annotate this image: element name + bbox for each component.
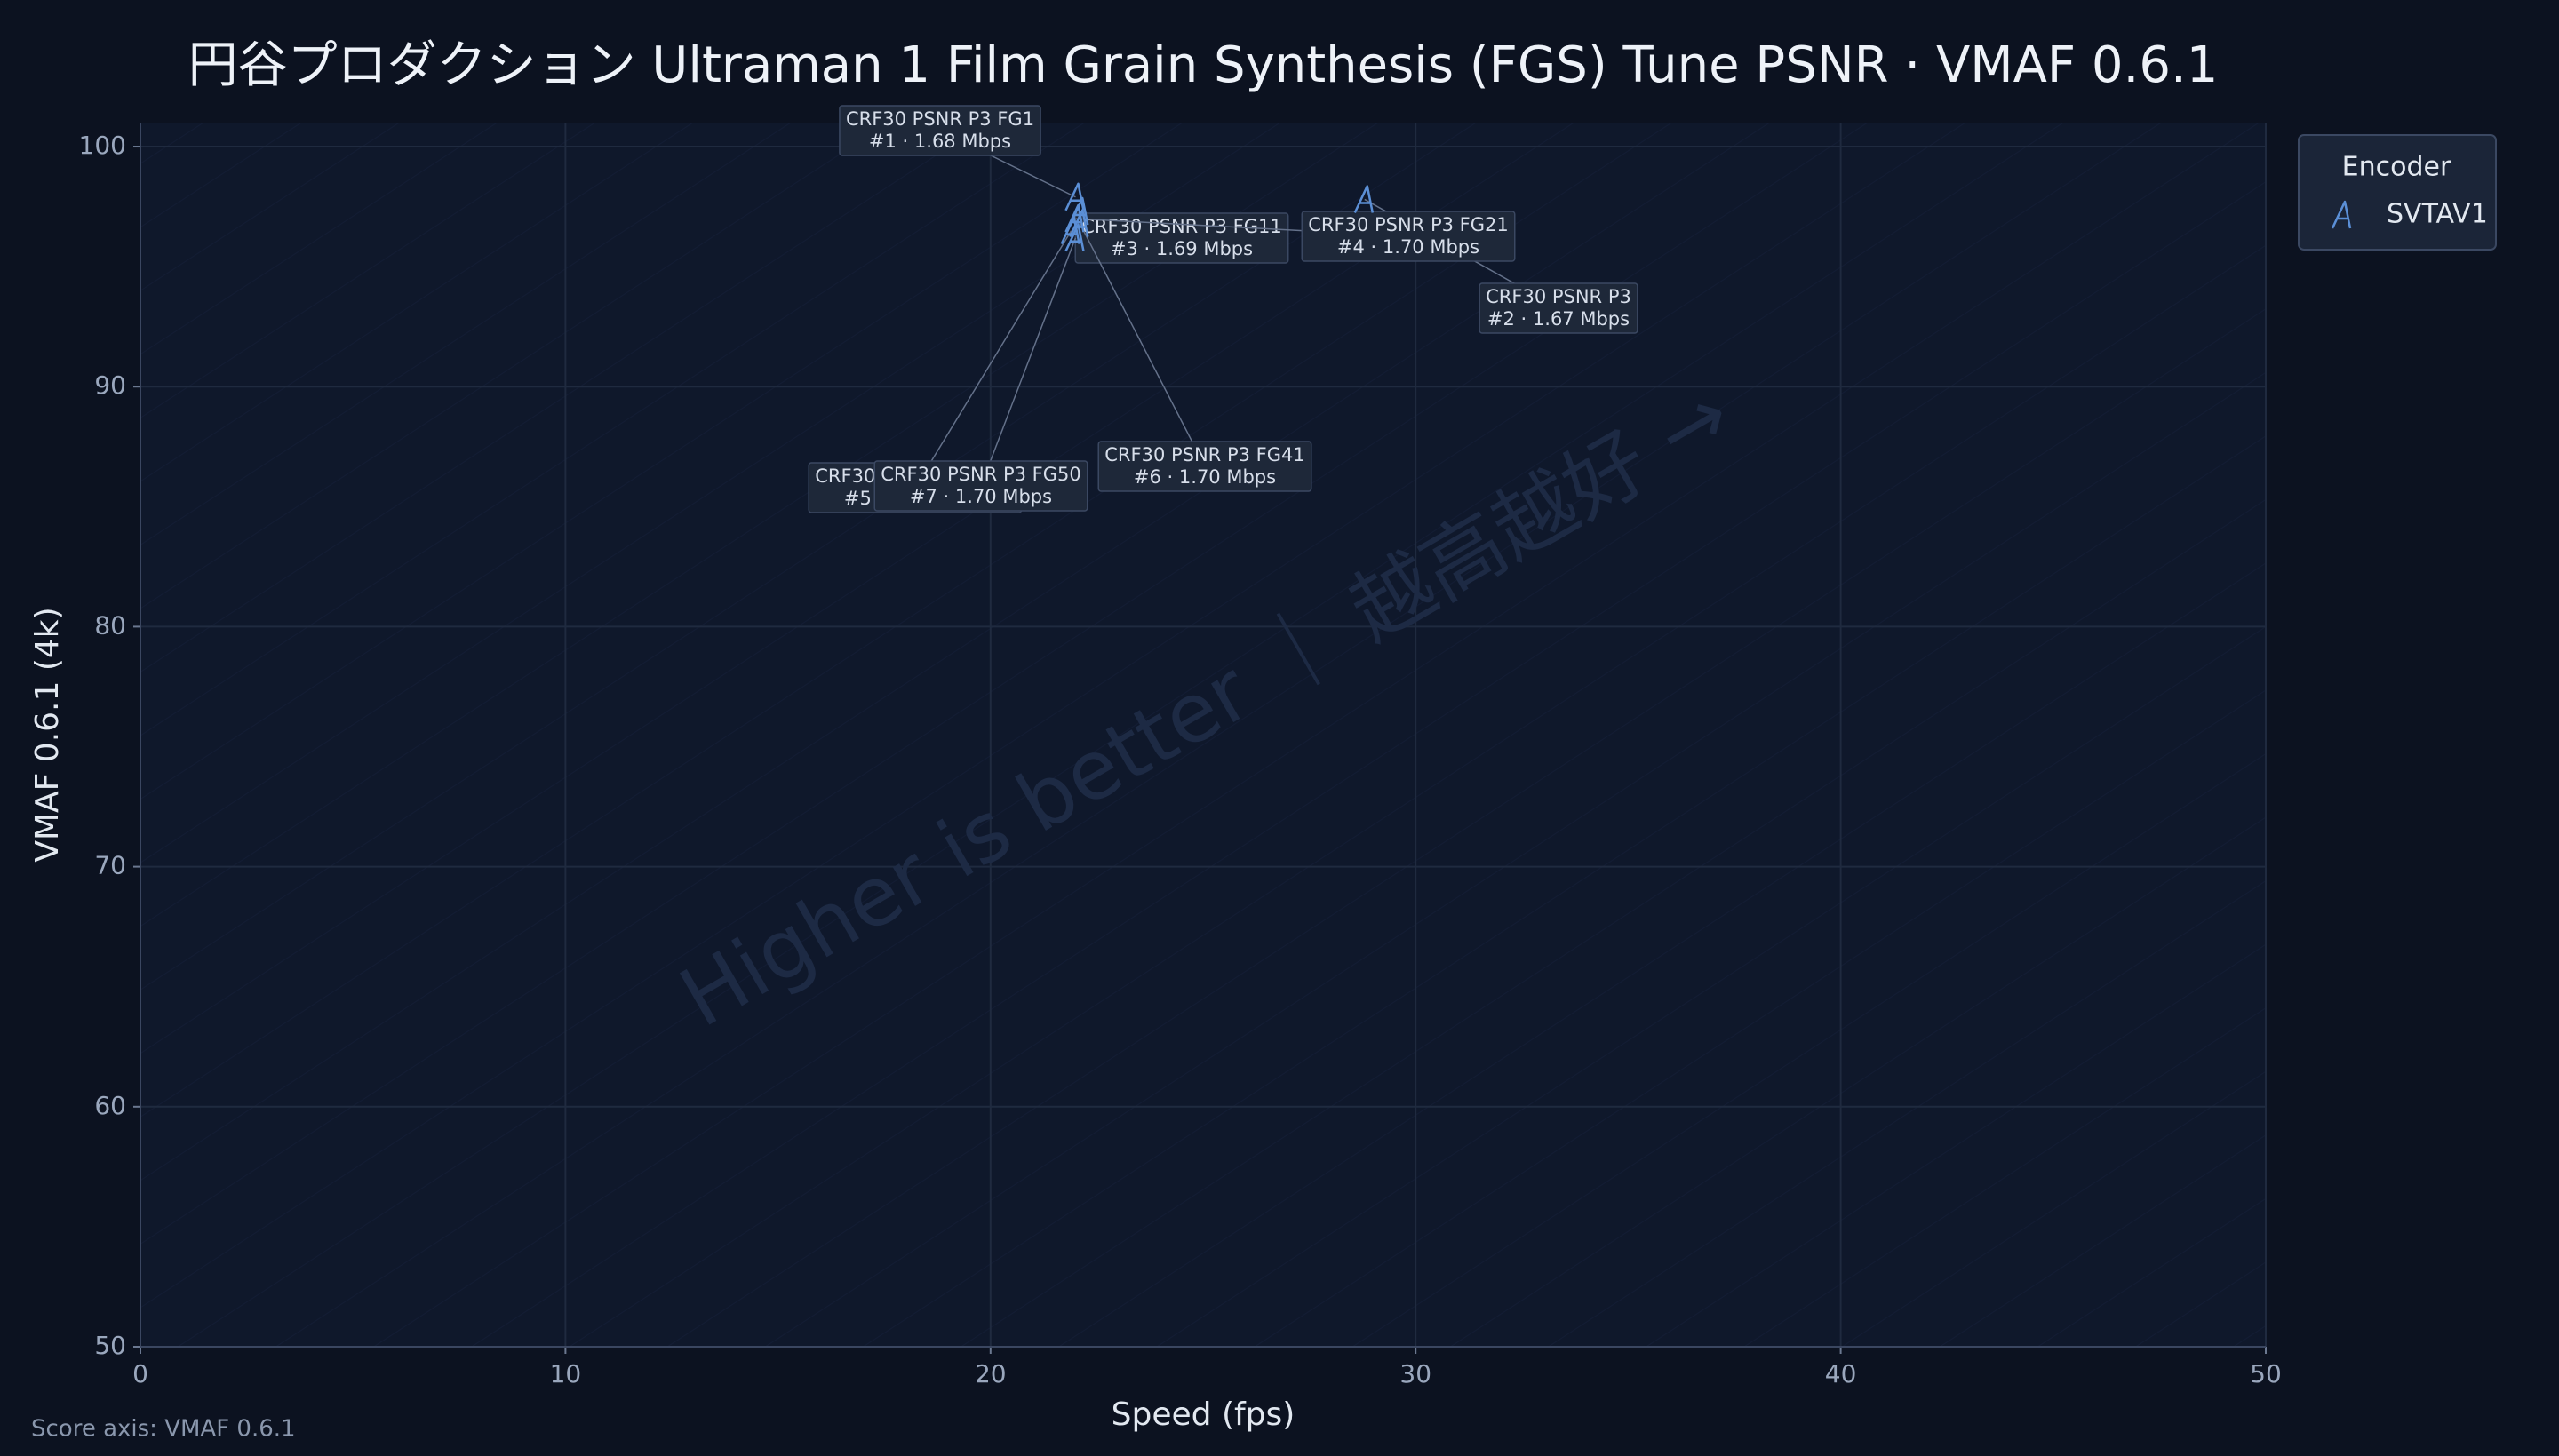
label-box xyxy=(873,460,1088,512)
legend-marker xyxy=(2331,200,2352,229)
y-tick-label: 70 xyxy=(94,851,126,880)
x-tick-label: 10 xyxy=(550,1359,582,1388)
point-note: #2 · 1.67 Mbps xyxy=(1487,308,1630,330)
point-annotation: CRF30 PSNR P3#2 · 1.67 Mbps xyxy=(1364,198,1638,334)
point-annotation: CRF30 PSNR P3 FG21#4 · 1.70 Mbps xyxy=(1075,211,1516,262)
x-tick-label: 30 xyxy=(1399,1359,1431,1388)
label-box xyxy=(1479,282,1638,334)
y-tick-label: 80 xyxy=(94,610,126,640)
point-label: CRF30 PSNR P3 FG1 xyxy=(846,108,1034,130)
legend-title: Encoder xyxy=(2342,152,2451,183)
x-axis-label: Speed (fps) xyxy=(1112,1396,1295,1433)
marker xyxy=(1353,185,1375,213)
y-tick-label: 100 xyxy=(79,131,126,160)
point-annotation: CRF30 PSNR P3 FG11#3 · 1.69 Mbps xyxy=(1074,211,1289,264)
point-note: #1 · 1.68 Mbps xyxy=(869,131,1011,152)
leader-line xyxy=(1079,223,1206,467)
marker xyxy=(1064,223,1085,252)
label-box xyxy=(1301,211,1516,262)
x-tick-label: 20 xyxy=(975,1359,1007,1388)
point-annotation: CRF30 PSNR P3 FG41#6 · 1.70 Mbps xyxy=(1079,223,1312,492)
point-annotation: CRF30 PSNR P3 FG50#7 · 1.70 Mbps xyxy=(873,237,1088,512)
legend-items: SVTAV1 xyxy=(2331,199,2488,230)
point-annotation: CRF30 PSNR P3 FG1#1 · 1.68 Mbps xyxy=(839,105,1076,198)
y-axis-label: VMAF 0.6.1 (4k) xyxy=(29,607,66,862)
footnote: Score axis: VMAF 0.6.1 xyxy=(31,1416,296,1443)
point-note: #6 · 1.70 Mbps xyxy=(1134,466,1276,488)
leader-line xyxy=(914,230,1072,489)
point-note: #3 · 1.69 Mbps xyxy=(1111,238,1253,259)
plot-texture xyxy=(140,123,2266,1347)
label-box xyxy=(1097,441,1312,492)
legend-label: SVTAV1 xyxy=(2387,199,2488,230)
x-tick-label: 0 xyxy=(132,1359,148,1388)
point-label: CRF30 PSNR P3 FG41 xyxy=(1104,444,1304,465)
point-label: CRF30 PSNR P3 FG21 xyxy=(1308,214,1508,235)
point-note: #4 · 1.70 Mbps xyxy=(1337,236,1479,258)
legend: Encoder SVTAV1 xyxy=(2298,134,2497,251)
label-box xyxy=(839,105,1041,156)
point-label: CRF30 PSNR P3 FG11 xyxy=(1081,216,1281,237)
y-tick-label: 90 xyxy=(94,370,126,400)
x-tick-label: 40 xyxy=(1825,1359,1857,1388)
point-note: #7 · 1.70 Mbps xyxy=(910,486,1052,507)
x-tick-label: 50 xyxy=(2250,1359,2282,1388)
markers xyxy=(1060,182,1375,252)
chart-title: 円谷プロダクション Ultraman 1 Film Grain Synthesi… xyxy=(188,36,2219,94)
point-label: CRF30 PSNR P3 FG50 xyxy=(881,464,1080,485)
leader-line xyxy=(980,237,1077,487)
y-tick-label: 60 xyxy=(94,1091,126,1120)
y-tick-label: 50 xyxy=(94,1331,126,1360)
point-label: CRF30 PSNR P3 xyxy=(1486,286,1631,307)
